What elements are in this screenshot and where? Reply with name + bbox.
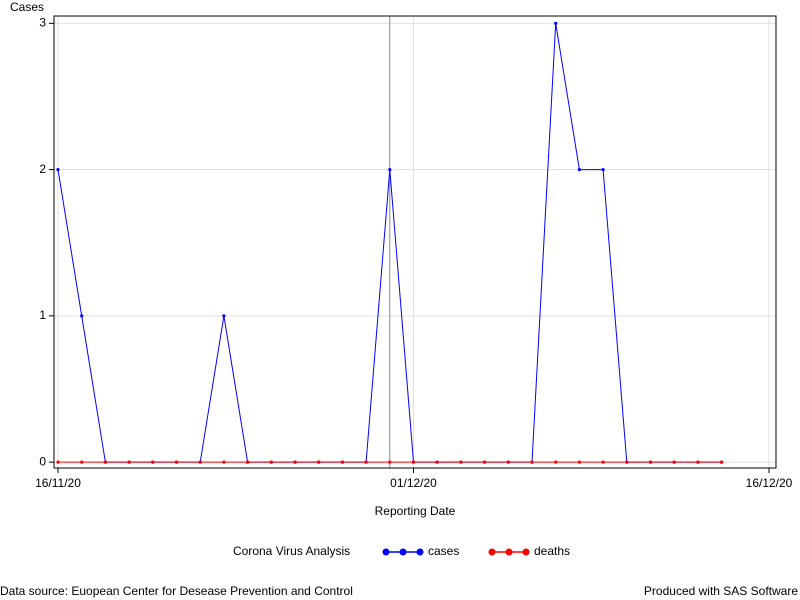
legend-marker <box>399 548 407 556</box>
data-point <box>293 460 297 464</box>
data-point <box>80 460 84 464</box>
data-point <box>411 460 416 464</box>
data-point <box>127 460 131 464</box>
data-point <box>601 167 605 172</box>
footnote: Produced with SAS Software <box>644 584 798 598</box>
data-point <box>269 460 273 464</box>
data-point <box>56 460 60 464</box>
data-point <box>364 460 368 464</box>
y-tick-label: 3 <box>39 15 46 29</box>
data-point <box>720 460 724 464</box>
data-point <box>696 460 700 464</box>
data-point <box>459 460 463 464</box>
data-point <box>222 314 226 318</box>
data-point <box>103 460 107 464</box>
data-point <box>388 167 392 172</box>
legend-marker <box>382 548 390 556</box>
data-point <box>672 460 676 464</box>
data-point <box>577 460 582 464</box>
data-point <box>435 460 439 464</box>
data-point <box>151 460 155 464</box>
data-point <box>340 460 344 464</box>
x-axis-label: Reporting Date <box>374 504 456 518</box>
data-point <box>198 460 202 464</box>
data-point <box>222 460 226 464</box>
data-point <box>483 460 487 464</box>
plot-frame <box>53 15 777 469</box>
legend-title: Corona Virus Analysis <box>233 544 350 558</box>
y-tick-label: 1 <box>39 308 46 322</box>
legend-marker <box>488 548 496 556</box>
data-point <box>80 314 84 318</box>
legend-label: cases <box>428 544 459 558</box>
x-tick-label: 16/12/20 <box>746 476 793 490</box>
legend-marker <box>416 548 424 556</box>
legend-label: deaths <box>534 544 570 558</box>
y-tick-label: 2 <box>39 162 46 176</box>
data-point <box>554 460 558 464</box>
data-point <box>601 460 605 464</box>
y-axis-label: Cases <box>10 0 44 14</box>
data-point <box>625 460 629 464</box>
y-tick-label: 0 <box>39 454 46 468</box>
data-point <box>648 460 653 464</box>
data-point <box>317 460 321 464</box>
x-tick-label: 16/11/20 <box>35 476 81 490</box>
data-point <box>506 460 510 464</box>
data-point <box>554 21 558 25</box>
data-point <box>246 460 250 464</box>
legend-marker <box>522 548 530 556</box>
data-point <box>56 167 60 172</box>
x-tick-label: 01/12/20 <box>390 476 437 490</box>
data-point <box>577 167 582 172</box>
legend-marker <box>505 548 513 556</box>
data-point <box>388 460 392 464</box>
data-point <box>530 460 534 464</box>
footnote: Data source: Euopean Center for Desease … <box>0 584 353 598</box>
data-point <box>174 460 179 464</box>
